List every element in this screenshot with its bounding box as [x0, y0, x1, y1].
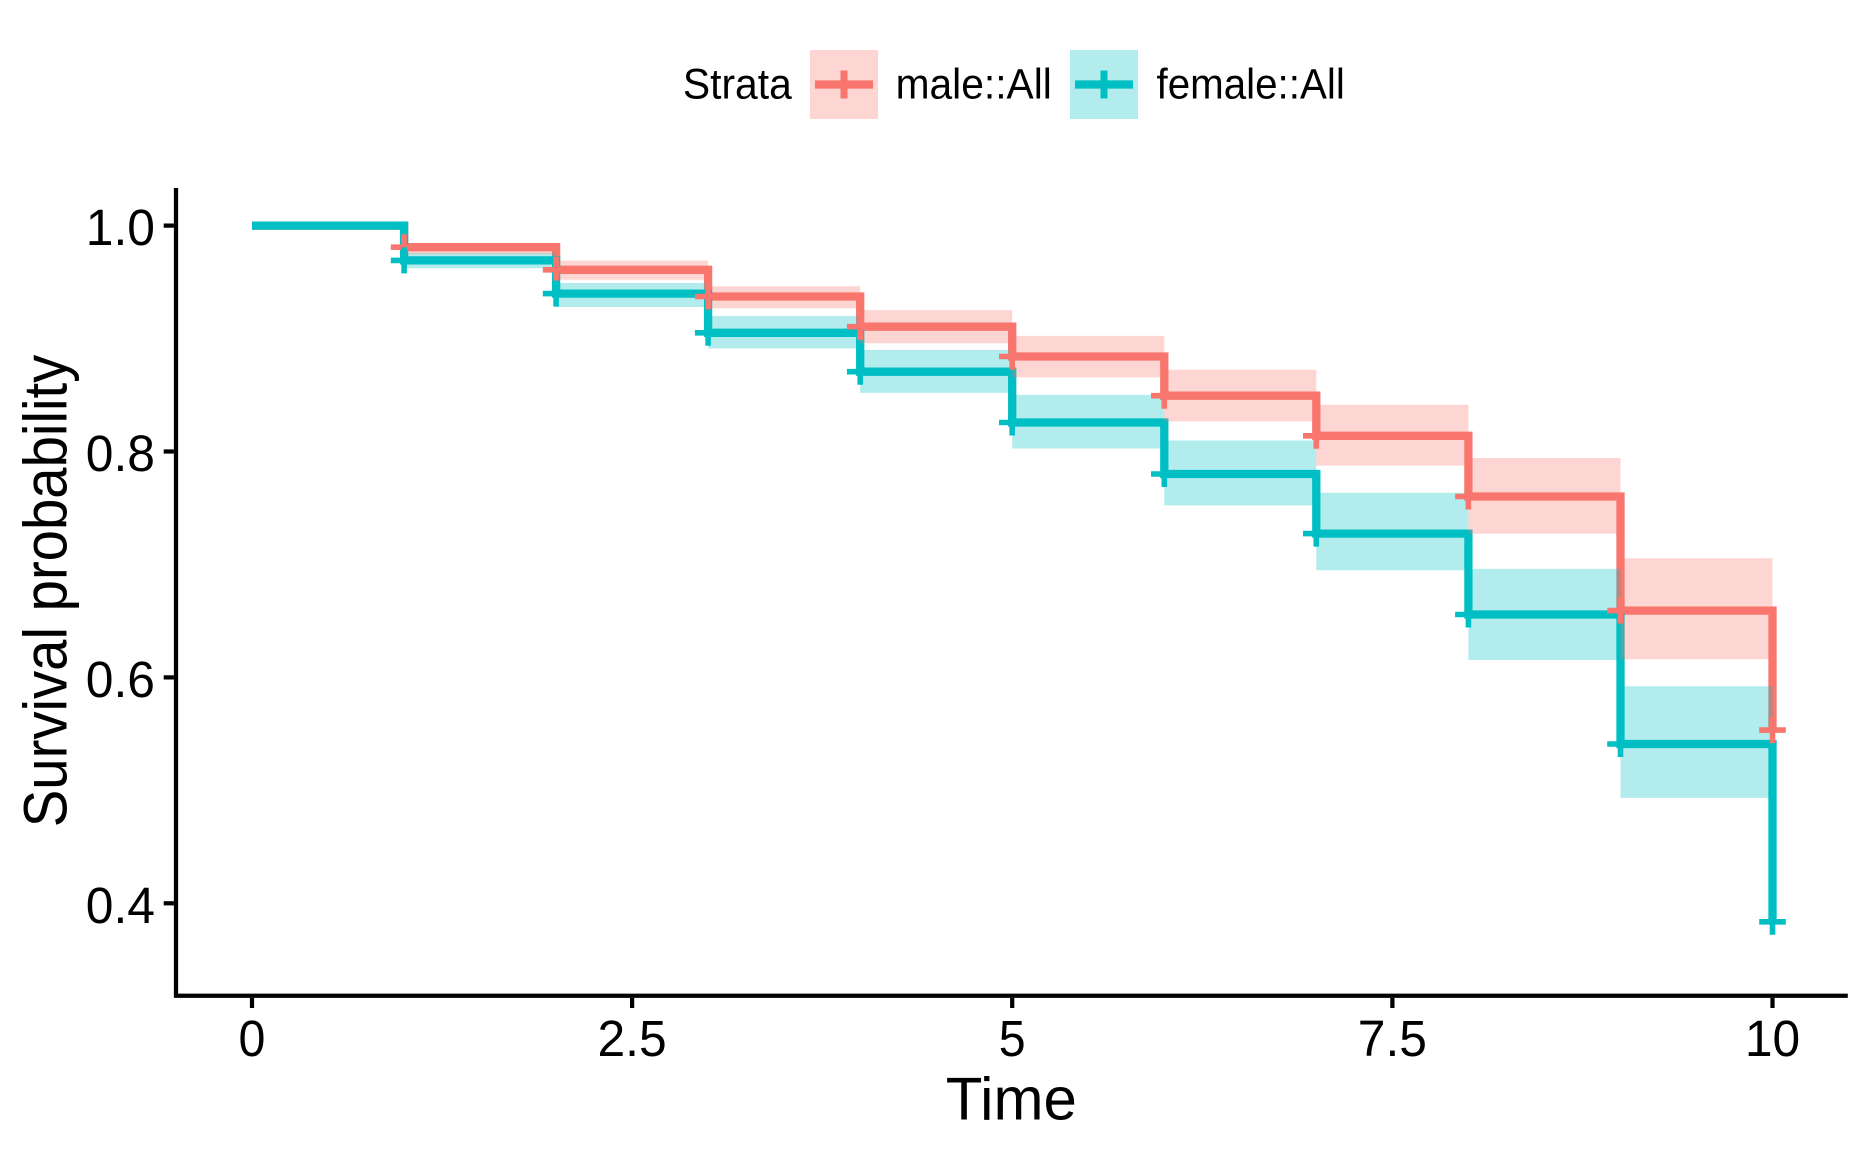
svg-text:10: 10: [1745, 1010, 1800, 1067]
svg-text:male::All: male::All: [896, 62, 1052, 109]
svg-text:0.6: 0.6: [86, 651, 155, 708]
svg-text:Survival probability: Survival probability: [12, 354, 80, 827]
svg-text:7.5: 7.5: [1358, 1010, 1427, 1067]
svg-text:0: 0: [239, 1010, 266, 1067]
svg-text:Strata: Strata: [683, 62, 792, 109]
svg-text:female::All: female::All: [1157, 62, 1345, 109]
svg-text:0.4: 0.4: [86, 877, 155, 934]
svg-text:2.5: 2.5: [598, 1010, 667, 1067]
svg-text:1.0: 1.0: [86, 199, 155, 256]
svg-text:5: 5: [999, 1010, 1026, 1067]
svg-text:Time: Time: [946, 1066, 1077, 1133]
svg-text:0.8: 0.8: [86, 425, 155, 482]
